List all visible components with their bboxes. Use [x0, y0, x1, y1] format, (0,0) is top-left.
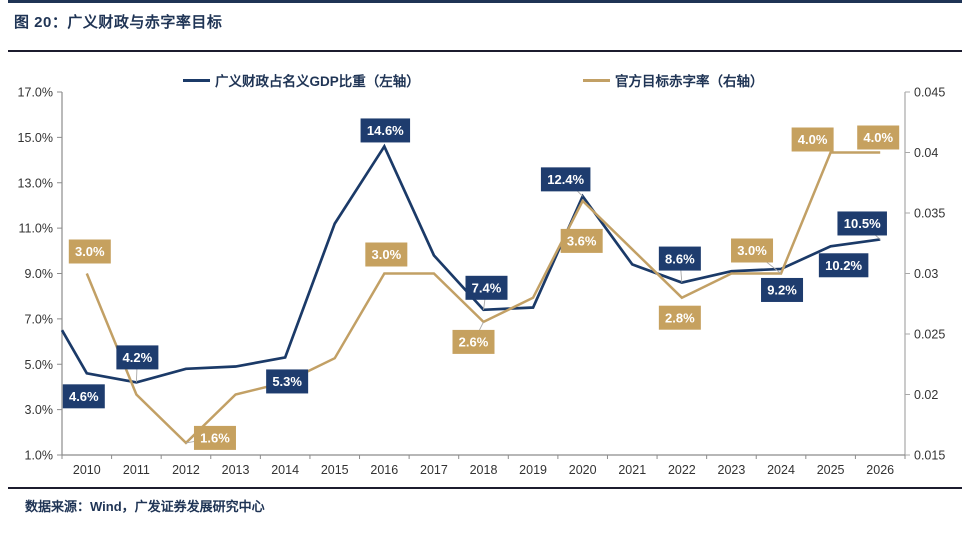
data-label-value: 10.2%: [825, 258, 862, 273]
data-label-value: 4.2%: [123, 350, 153, 365]
data-label-box: [761, 277, 804, 302]
x-axis-tick-label: 2017: [420, 463, 448, 477]
data-label-box: [68, 239, 111, 264]
legend-item-broad-fiscal: 广义财政占名义GDP比重（左轴）: [183, 70, 420, 90]
left-axis-tick-label: 17.0%: [18, 86, 53, 100]
data-label-value: 2.8%: [665, 310, 695, 325]
x-axis-tick-label: 2015: [321, 463, 349, 477]
x-axis-tick-label: 2026: [866, 463, 894, 477]
data-labels: 4.6% 4.2% 5.3% 14.6% 7.4% 12.4% 8.6% 9.2% 10.2% 1…: [62, 118, 900, 450]
x-axis-tick-label: 2014: [271, 463, 299, 477]
data-label-box: [540, 167, 591, 192]
data-label-box: [62, 384, 105, 409]
data-label-box: [857, 125, 900, 150]
data-label-value: 8.6%: [665, 251, 695, 266]
data-label-box: [731, 238, 774, 263]
figure-title: 图 20：广义财政与赤字率目标: [14, 14, 223, 31]
title-separator: [8, 50, 962, 52]
data-label-value: 7.4%: [472, 281, 502, 296]
left-axis-tick-label: 7.0%: [25, 312, 54, 326]
left-axis-tick-label: 15.0%: [18, 131, 53, 145]
data-label-box: [365, 242, 408, 267]
data-label-box: [837, 211, 887, 236]
legend-label: 广义财政占名义GDP比重（左轴）: [215, 74, 420, 89]
right-axis-tick-label: 0.04: [914, 146, 938, 160]
data-label-value: 3.0%: [372, 247, 402, 262]
dual-axis-line-chart: 17.0% 15.0% 13.0% 11.0% 9.0% 7.0% 5.0% 3.0% 1.0%…: [0, 60, 970, 485]
data-label-value: 10.5%: [844, 216, 881, 231]
top-border-rule: [8, 0, 962, 3]
x-axis-tick-label: 2018: [470, 463, 498, 477]
x-axis-tick-label: 2023: [718, 463, 746, 477]
data-label-box: [360, 118, 411, 143]
x-axis-tick-label: 2016: [370, 463, 398, 477]
data-label-value: 4.0%: [798, 132, 828, 147]
left-axis-tick-label: 9.0%: [25, 267, 54, 281]
axes: 17.0% 15.0% 13.0% 11.0% 9.0% 7.0% 5.0% 3.0% 1.0%…: [18, 86, 946, 478]
left-axis-tick-label: 13.0%: [18, 176, 53, 190]
data-source-note: 数据来源：Wind，广发证券发展研究中心: [25, 499, 265, 514]
data-label-value: 4.6%: [69, 389, 99, 404]
chart-canvas: 17.0% 15.0% 13.0% 11.0% 9.0% 7.0% 5.0% 3.0% 1.0%…: [18, 86, 946, 478]
data-label-box: [193, 425, 236, 450]
left-axis-tick-label: 3.0%: [25, 403, 54, 417]
data-label-box: [658, 305, 701, 330]
right-axis-tick-label: 0.02: [914, 388, 938, 402]
data-label-value: 9.2%: [767, 283, 797, 298]
left-axis-tick-label: 5.0%: [25, 358, 54, 372]
data-label-box: [452, 329, 495, 354]
data-label-box: [465, 275, 508, 300]
data-label-box: [658, 246, 701, 271]
x-axis-tick-label: 2022: [668, 463, 696, 477]
legend-line-swatch-gold: [583, 78, 610, 82]
right-axis-tick-label: 0.03: [914, 267, 938, 281]
data-label-value: 14.6%: [367, 123, 404, 138]
right-axis-tick-label: 0.045: [914, 86, 945, 100]
left-axis-tick-label: 11.0%: [18, 222, 53, 236]
right-axis-tick-label: 0.035: [914, 207, 945, 221]
data-label-box: [818, 253, 869, 278]
data-label-value: 1.6%: [200, 431, 230, 446]
data-label-box: [266, 369, 309, 394]
data-label-box: [791, 127, 834, 152]
data-label-value: 3.0%: [75, 244, 105, 259]
right-axis-tick-label: 0.015: [914, 449, 945, 463]
x-axis-tick-label: 2020: [569, 463, 597, 477]
data-label-box: [560, 228, 603, 253]
x-axis-tick-label: 2011: [123, 463, 150, 477]
x-axis-tick-label: 2012: [172, 463, 200, 477]
data-label-value: 5.3%: [272, 374, 302, 389]
series-line-broad-fiscal: [60, 143, 881, 384]
footer-separator: [8, 487, 962, 489]
data-label-value: 2.6%: [459, 335, 489, 350]
data-label-value: 3.6%: [567, 234, 597, 249]
legend-line-swatch-navy: [183, 78, 210, 82]
x-axis-tick-label: 2019: [519, 463, 547, 477]
legend-label: 官方目标赤字率（右轴）: [615, 74, 764, 89]
x-axis-tick-label: 2021: [618, 463, 646, 477]
x-axis-tick-label: 2024: [767, 463, 795, 477]
data-label-value: 4.0%: [863, 130, 893, 145]
left-axis-tick-label: 1.0%: [25, 449, 54, 463]
right-axis-tick-label: 0.025: [914, 328, 945, 342]
data-label-value: 12.4%: [547, 172, 584, 187]
data-label-box: [116, 345, 159, 370]
x-axis-tick-label: 2010: [73, 463, 101, 477]
legend-item-deficit-target: 官方目标赤字率（右轴）: [583, 70, 764, 90]
x-axis-tick-label: 2025: [817, 463, 845, 477]
x-axis-tick-label: 2013: [222, 463, 250, 477]
data-label-value: 3.0%: [737, 243, 767, 258]
